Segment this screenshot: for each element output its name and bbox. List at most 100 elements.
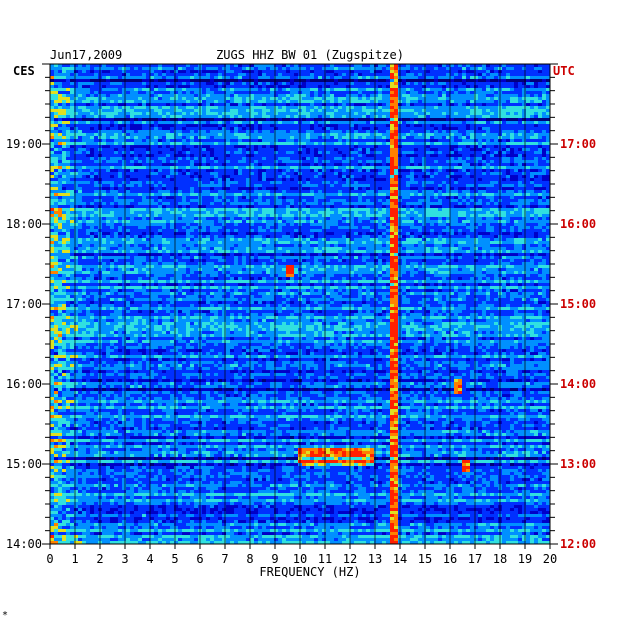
spectrogram-cell — [462, 73, 466, 77]
spectrogram-cell — [162, 121, 166, 125]
spectrogram-cell — [182, 64, 186, 68]
spectrogram-cell — [202, 142, 206, 146]
spectrogram-cell — [494, 163, 498, 167]
spectrogram-cell — [494, 103, 498, 107]
spectrogram-cell — [270, 193, 274, 197]
spectrogram-cell — [502, 100, 506, 104]
spectrogram-cell — [382, 163, 386, 167]
spectrogram-cell — [114, 64, 118, 68]
spectrogram-cell — [382, 82, 386, 86]
spectrogram-cell — [114, 184, 118, 188]
spectrogram-cell — [178, 76, 182, 80]
spectrogram-cell — [374, 118, 378, 122]
spectrogram-cell — [226, 112, 230, 116]
spectrogram-cell — [466, 64, 470, 68]
spectrogram-cell — [354, 91, 358, 95]
spectrogram-cell — [358, 181, 362, 185]
spectrogram-cell — [218, 175, 222, 179]
spectrogram-cell — [70, 178, 74, 182]
spectrogram-cell — [466, 154, 470, 158]
spectrogram-cell — [102, 154, 106, 158]
spectrogram-cell — [166, 109, 170, 113]
spectrogram-cell — [358, 193, 362, 197]
spectrogram-cell — [114, 172, 118, 176]
spectrogram-cell — [526, 187, 530, 191]
spectrogram-cell — [106, 88, 110, 92]
spectrogram-cell — [118, 97, 122, 101]
spectrogram-cell — [338, 133, 342, 137]
spectrogram-cell — [326, 178, 330, 182]
spectrogram-cell — [242, 64, 246, 68]
spectrogram-cell — [434, 121, 438, 125]
spectrogram-cell — [482, 85, 486, 89]
spectrogram-cell — [334, 130, 338, 134]
spectrogram-cell — [154, 139, 158, 143]
spectrogram-cell — [102, 190, 106, 194]
spectrogram-cell — [234, 193, 238, 197]
spectrogram-cell — [378, 145, 382, 149]
spectrogram-cell — [422, 67, 426, 71]
spectrogram-cell — [470, 94, 474, 98]
spectrogram-cell — [238, 136, 242, 140]
spectrogram-cell — [234, 115, 238, 119]
spectrogram-cell — [490, 103, 494, 107]
spectrogram-cell — [326, 163, 330, 167]
spectrogram-cell — [54, 178, 58, 182]
spectrogram-cell — [66, 178, 70, 182]
spectrogram-cell — [242, 148, 246, 152]
spectrogram-cell — [506, 190, 510, 194]
spectrogram-cell — [526, 154, 530, 158]
spectrogram-cell — [446, 160, 450, 164]
spectrogram-cell — [302, 91, 306, 95]
spectrogram-cell — [350, 184, 354, 188]
spectrogram-cell — [142, 187, 146, 191]
spectrogram-cell — [390, 73, 394, 77]
spectrogram-cell — [246, 100, 250, 104]
spectrogram-cell — [486, 142, 490, 146]
spectrogram-cell — [182, 67, 186, 71]
spectrogram-cell — [58, 184, 62, 188]
spectrogram-cell — [518, 133, 522, 137]
spectrogram-cell — [162, 79, 166, 83]
spectrogram-cell — [430, 106, 434, 110]
spectrogram-cell — [534, 79, 538, 83]
spectrogram-cell — [254, 193, 258, 197]
spectrogram-cell — [170, 166, 174, 170]
spectrogram-cell — [390, 139, 394, 143]
spectrogram-cell — [66, 163, 70, 167]
spectrogram-cell — [282, 169, 286, 173]
spectrogram-cell — [474, 160, 478, 164]
spectrogram-cell — [90, 163, 94, 167]
spectrogram-cell — [310, 91, 314, 95]
spectrogram-cell — [450, 193, 454, 197]
spectrogram-cell — [66, 76, 70, 80]
spectrogram-cell — [410, 142, 414, 146]
spectrogram-cell — [206, 196, 210, 200]
spectrogram-cell — [58, 94, 62, 98]
spectrogram-cell — [238, 73, 242, 77]
spectrogram-cell — [518, 193, 522, 197]
spectrogram-cell — [74, 88, 78, 92]
spectrogram-cell — [486, 136, 490, 140]
spectrogram-cell — [306, 133, 310, 137]
spectrogram-cell — [122, 127, 126, 131]
spectrogram-cell — [526, 139, 530, 143]
spectrogram-cell — [482, 166, 486, 170]
spectrogram-cell — [202, 136, 206, 140]
spectrogram-cell — [242, 136, 246, 140]
spectrogram-cell — [86, 148, 90, 152]
spectrogram-cell — [102, 100, 106, 104]
spectrogram-cell — [170, 100, 174, 104]
spectrogram-cell — [526, 76, 530, 80]
spectrogram-cell — [438, 82, 442, 86]
spectrogram-cell — [322, 97, 326, 101]
spectrogram-cell — [494, 79, 498, 83]
spectrogram-cell — [466, 151, 470, 155]
spectrogram-cell — [134, 85, 138, 89]
spectrogram-cell — [266, 157, 270, 161]
spectrogram-cell — [434, 85, 438, 89]
spectrogram-cell — [218, 115, 222, 119]
spectrogram-cell — [310, 79, 314, 83]
spectrogram-cell — [314, 145, 318, 149]
spectrogram-cell — [226, 184, 230, 188]
